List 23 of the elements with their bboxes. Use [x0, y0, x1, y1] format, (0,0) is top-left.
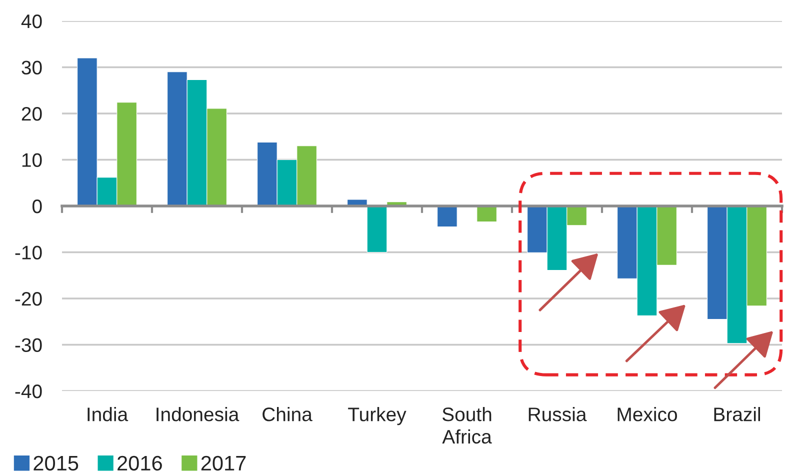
- y-tick-label: 0: [32, 199, 42, 214]
- x-tick-label: South Africa: [442, 407, 492, 444]
- x-tick-label: Brazil: [714, 407, 760, 422]
- x-tick-label: Turkey: [348, 407, 406, 426]
- legend-label: 2017: [201, 456, 246, 471]
- y-tick-label: -40: [15, 384, 42, 398]
- y-tick-label: -10: [15, 246, 42, 260]
- x-tick-label: Russia: [528, 407, 587, 422]
- bar: [437, 206, 458, 228]
- x-tick-label: India: [88, 407, 128, 422]
- x-tick-label: Indonesia: [156, 407, 240, 422]
- bar: [476, 206, 497, 222]
- legend-label: 2015: [34, 456, 78, 471]
- y-tick-label: 10: [22, 153, 42, 167]
- y-tick-label: 20: [22, 106, 42, 121]
- bar: [366, 206, 388, 253]
- y-tick-label: -30: [15, 338, 42, 352]
- x-tick-label: China: [262, 407, 312, 422]
- legend-label: 2016: [118, 456, 162, 471]
- y-tick-label: 30: [22, 60, 42, 74]
- y-tick-label: -20: [15, 292, 42, 306]
- x-tick-label: Mexico: [618, 407, 677, 422]
- y-tick-label: 40: [21, 14, 42, 28]
